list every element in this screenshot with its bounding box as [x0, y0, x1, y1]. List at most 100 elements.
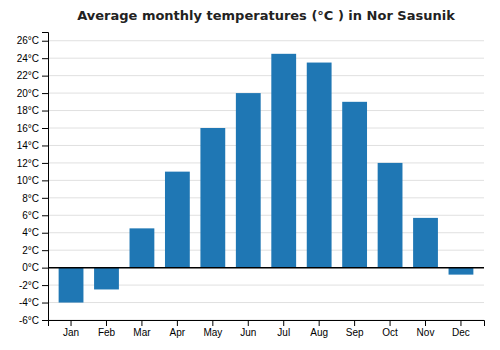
bar: [449, 268, 474, 275]
x-tick: Sep: [346, 320, 364, 338]
tick-label: Aug: [310, 327, 328, 338]
tick-label: -2°C: [19, 280, 39, 291]
tick-label: 2°C: [22, 245, 39, 256]
tick-label: 20°C: [17, 88, 39, 99]
tick-label: Mar: [133, 327, 151, 338]
bar: [236, 93, 261, 268]
x-tick: Jun: [240, 320, 256, 338]
tick-label: 14°C: [17, 140, 39, 151]
grid-line: [48, 197, 484, 198]
y-tick: 12°C: [17, 158, 48, 169]
tick-label: Jun: [240, 327, 256, 338]
tick-label: 22°C: [17, 70, 39, 81]
y-axis: -6°C -4°C -2°C 0°C 2°C 4°C 6°C 8°C 10°C 12°C 14°C 1…: [17, 33, 49, 326]
tick-mark: [460, 320, 461, 326]
x-tick: Mar: [133, 320, 151, 338]
tick-label: 26°C: [17, 35, 39, 46]
y-tick: -4°C: [19, 297, 48, 308]
tick-label: Jul: [277, 327, 290, 338]
plot: -6°C -4°C -2°C 0°C 2°C 4°C 6°C 8°C 10°C 12°C 14°C 1…: [17, 33, 485, 339]
x-tick: Dec: [452, 320, 470, 338]
grid-line: [48, 302, 484, 303]
tick-mark: [42, 250, 48, 251]
tick-label: 10°C: [17, 175, 39, 186]
chart: -6°C -4°C -2°C 0°C 2°C 4°C 6°C 8°C 10°C 12°C 14°C 1…: [0, 0, 500, 350]
tick-mark: [319, 320, 320, 326]
tick-label: Oct: [382, 327, 398, 338]
grid-line: [48, 128, 484, 129]
title: Average monthly temperatures (°C ) in No…: [77, 8, 455, 23]
tick-label: Nov: [417, 327, 435, 338]
grid-line: [48, 110, 484, 111]
grid-line: [48, 58, 484, 59]
grid-line: [48, 267, 484, 268]
tick-label: 0°C: [22, 262, 39, 273]
bar: [200, 128, 225, 268]
x-tick: Feb: [98, 320, 116, 338]
y-tick: 8°C: [22, 193, 48, 204]
x-tick: Apr: [170, 320, 186, 338]
x-tick: Oct: [382, 320, 398, 338]
tick-mark: [42, 93, 48, 94]
tick-mark: [42, 111, 48, 112]
tick-mark: [42, 233, 48, 234]
grid-line: [48, 93, 484, 94]
tick-mark: [42, 285, 48, 286]
tick-mark: [283, 320, 284, 326]
y-tick: 0°C: [22, 262, 48, 273]
y-tick: 24°C: [17, 53, 48, 64]
axis-line: [49, 321, 485, 327]
x-tick: Jul: [277, 320, 290, 338]
tick-label: 6°C: [22, 210, 39, 221]
grid: [48, 41, 484, 320]
zero-line: [48, 267, 484, 269]
grid-line: [48, 215, 484, 216]
bar: [271, 54, 296, 268]
x-tick: May: [203, 320, 222, 338]
tick-mark: [177, 320, 178, 326]
tick-label: Feb: [98, 327, 116, 338]
bar: [378, 163, 403, 268]
tick-mark: [106, 320, 107, 326]
x-tick: Nov: [417, 320, 435, 338]
bar: [342, 102, 367, 268]
y-tick: 16°C: [17, 123, 48, 134]
tick-mark: [42, 198, 48, 199]
y-tick: -2°C: [19, 280, 48, 291]
tick-mark: [42, 58, 48, 59]
y-tick: 4°C: [22, 227, 48, 238]
grid-line: [48, 145, 484, 146]
tick-label: 8°C: [22, 193, 39, 204]
tick-mark: [42, 320, 48, 321]
tick-mark: [42, 180, 48, 181]
tick-label: 4°C: [22, 227, 39, 238]
y-tick: 6°C: [22, 210, 48, 221]
grid-line: [48, 180, 484, 181]
tick-label: Sep: [346, 327, 364, 338]
tick-mark: [141, 320, 142, 326]
tick-mark: [390, 320, 391, 326]
tick-label: Apr: [170, 327, 186, 338]
tick-mark: [71, 320, 72, 326]
y-tick: 20°C: [17, 88, 48, 99]
y-tick: 22°C: [17, 70, 48, 81]
tick-label: -6°C: [19, 315, 39, 326]
tick-mark: [248, 320, 249, 326]
marks: [59, 54, 474, 303]
y-tick: 26°C: [17, 35, 48, 46]
tick-label: 12°C: [17, 158, 39, 169]
tick-mark: [42, 163, 48, 164]
tick-mark: [42, 41, 48, 42]
tick-mark: [42, 303, 48, 304]
grid-line: [48, 162, 484, 163]
tick-label: Jan: [63, 327, 79, 338]
axis-line: [42, 33, 49, 321]
tick-mark: [425, 320, 426, 326]
grid-line: [48, 75, 484, 76]
tick-mark: [42, 268, 48, 269]
tick-mark: [42, 145, 48, 146]
y-tick: 14°C: [17, 140, 48, 151]
tick-mark: [42, 215, 48, 216]
tick-mark: [212, 320, 213, 326]
tick-label: 18°C: [17, 105, 39, 116]
